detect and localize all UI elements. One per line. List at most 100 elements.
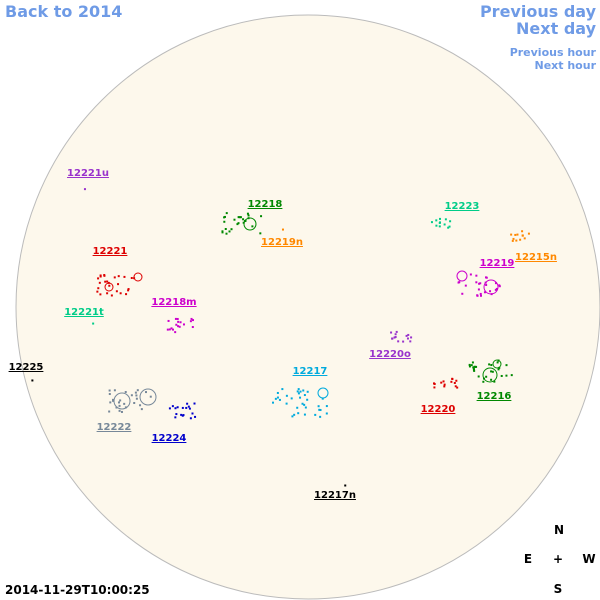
sunspot-dot	[190, 317, 193, 320]
sunspot-dot	[435, 219, 438, 222]
sunspot-dot	[306, 390, 309, 393]
sunspot-dot	[447, 226, 450, 229]
sunspot-dot	[115, 290, 118, 293]
sunspot-dot	[523, 237, 526, 240]
sunspot-dot	[488, 363, 491, 366]
sunspot-dot	[406, 337, 409, 340]
sunspot-dot	[274, 397, 277, 400]
sunspot-dot	[251, 225, 254, 228]
sunspot-dot	[478, 282, 481, 285]
sunspot-dot	[228, 230, 231, 233]
sunspot-dot	[281, 228, 284, 231]
region-label[interactable]: 12220	[421, 404, 456, 415]
region-label[interactable]: 12225	[9, 362, 44, 373]
sunspot	[243, 217, 257, 231]
sunspot-dot	[498, 284, 501, 287]
sunspot-dot	[471, 361, 474, 364]
sunspot-dot	[468, 363, 471, 366]
sunspot-dot	[119, 292, 122, 295]
sunspot-dot	[297, 392, 300, 395]
region-label[interactable]: 12221u	[67, 168, 109, 179]
sunspot-dot	[497, 368, 500, 371]
sunspot-dot	[124, 390, 127, 393]
sunspot-dot	[236, 223, 239, 226]
sunspot-dot	[230, 228, 233, 231]
sunspot-dot	[175, 413, 178, 416]
sunspot-dot	[511, 239, 514, 242]
sunspot	[139, 388, 157, 406]
sunspot-dot	[246, 212, 249, 215]
sunspot-dot	[301, 402, 304, 405]
region-label[interactable]: 12219n	[261, 237, 303, 248]
next-day-link[interactable]: Next day	[516, 19, 597, 38]
sunspot-dot	[112, 398, 115, 401]
previous-hour-link[interactable]: Previous hour	[510, 46, 597, 59]
sunspot-dot	[454, 385, 457, 388]
sunspot-dot	[433, 386, 436, 389]
sunspot-dot	[98, 281, 101, 284]
sunspot-dot	[472, 366, 475, 369]
sunspot-dot	[438, 225, 441, 228]
sunspot-dot	[296, 390, 299, 393]
sunspot-dot	[490, 378, 493, 381]
sunspot-dot	[443, 385, 446, 388]
sunspot-dot	[127, 288, 130, 291]
sunspot-dot	[225, 232, 228, 235]
sunspot-dot	[104, 280, 107, 283]
sunspot-dot	[430, 221, 433, 224]
sunspot-dot	[510, 374, 513, 377]
sunspot-dot	[167, 319, 170, 322]
region-label[interactable]: 12223	[445, 201, 480, 212]
sunspot-dot	[238, 216, 241, 219]
sunspot-dot	[449, 220, 452, 223]
region-label[interactable]: 12217	[293, 366, 328, 377]
sunspot-dot	[176, 406, 179, 409]
sunspot-dot	[113, 389, 116, 392]
sunspot-dot	[299, 390, 302, 393]
previous-day-link[interactable]: Previous day	[480, 2, 597, 21]
sunspot-dot	[140, 408, 143, 411]
sunspot	[113, 392, 131, 410]
region-label[interactable]: 12219	[480, 258, 515, 269]
sunspot-dot	[224, 228, 227, 231]
sunspot-dot	[189, 320, 192, 323]
back-link[interactable]: Back to 2014	[5, 2, 122, 21]
sunspot-dot	[505, 374, 508, 377]
sunspot-dot	[193, 402, 196, 405]
sunspot-dot	[439, 217, 442, 220]
region-label[interactable]: 12221	[93, 246, 128, 257]
region-label[interactable]: 12222	[97, 422, 132, 433]
sunspot-dot	[475, 274, 478, 277]
sunspot-dot	[304, 406, 307, 409]
region-label[interactable]: 12217n	[314, 490, 356, 501]
sunspot-dot	[96, 290, 99, 293]
sunspot-dot	[472, 368, 475, 371]
sunspot-dot	[457, 281, 460, 284]
sunspot-dot	[221, 230, 224, 233]
region-label[interactable]: 12218m	[151, 297, 196, 308]
sunspot-dot	[123, 402, 126, 405]
sunspot	[483, 279, 499, 295]
compass-s: S	[554, 582, 563, 596]
region-label[interactable]: 12220o	[369, 349, 411, 360]
sunspot-dot	[442, 380, 445, 383]
sunspot-dot	[321, 397, 324, 400]
region-label[interactable]: 12215n	[515, 252, 557, 263]
sunspot-dot	[473, 369, 476, 372]
sunspot-dot	[303, 394, 306, 397]
sunspot-dot	[397, 340, 400, 343]
sunspot-dot	[495, 287, 498, 290]
sunspot-dot	[448, 225, 451, 228]
sunspot-dot	[192, 319, 195, 322]
sunspot-dot	[453, 381, 456, 384]
sunspot-dot	[515, 239, 518, 242]
region-label[interactable]: 12216	[477, 391, 512, 402]
region-label[interactable]: 12224	[152, 433, 187, 444]
sunspot-dot	[99, 274, 102, 277]
region-label[interactable]: 12218	[248, 199, 283, 210]
next-hour-link[interactable]: Next hour	[535, 59, 597, 72]
sunspot-dot	[185, 406, 188, 409]
region-label[interactable]: 12221t	[64, 307, 104, 318]
sunspot-dot	[461, 292, 464, 295]
sunspot-dot	[191, 326, 194, 329]
